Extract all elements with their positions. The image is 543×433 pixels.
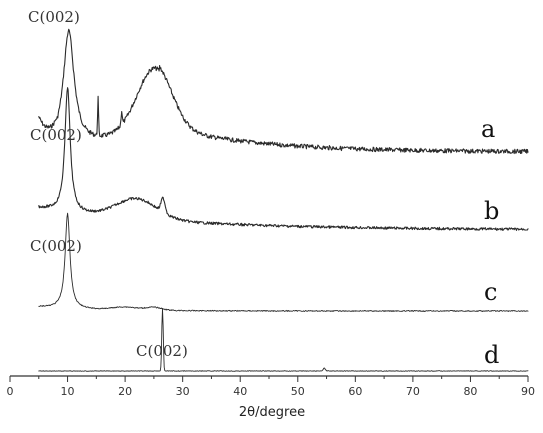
x-axis-title: 2θ/degree — [239, 405, 305, 420]
xrd-trace-a — [38, 28, 529, 155]
peak-label-c: C(002) — [30, 237, 82, 255]
x-tick-label: 20 — [118, 385, 132, 398]
curve-label-d: d — [484, 341, 499, 369]
xrd-trace-c — [38, 212, 529, 312]
curve-label-a: a — [481, 115, 495, 143]
peak-labels: C(002) C(002) C(002) C(002) — [28, 8, 188, 360]
traces — [38, 28, 529, 372]
curve-label-b: b — [484, 197, 499, 225]
x-tick-label: 60 — [348, 385, 362, 398]
x-tick-label: 50 — [291, 385, 305, 398]
curve-label-c: c — [484, 278, 497, 306]
x-tick-label: 30 — [176, 385, 190, 398]
x-tick-label: 70 — [406, 385, 420, 398]
peak-label-d: C(002) — [136, 342, 188, 360]
x-axis-ticks: 0 10 20 30 40 50 60 70 80 90 — [7, 376, 535, 398]
curve-labels: a b c d — [481, 115, 499, 369]
x-tick-label: 40 — [233, 385, 247, 398]
x-tick-label: 80 — [463, 385, 477, 398]
peak-label-b: C(002) — [30, 126, 82, 144]
x-tick-label: 0 — [7, 385, 14, 398]
xrd-trace-b — [38, 87, 529, 231]
x-tick-label: 10 — [61, 385, 75, 398]
peak-label-a: C(002) — [28, 8, 80, 26]
x-tick-label: 90 — [521, 385, 535, 398]
xrd-trace-d — [38, 308, 529, 372]
